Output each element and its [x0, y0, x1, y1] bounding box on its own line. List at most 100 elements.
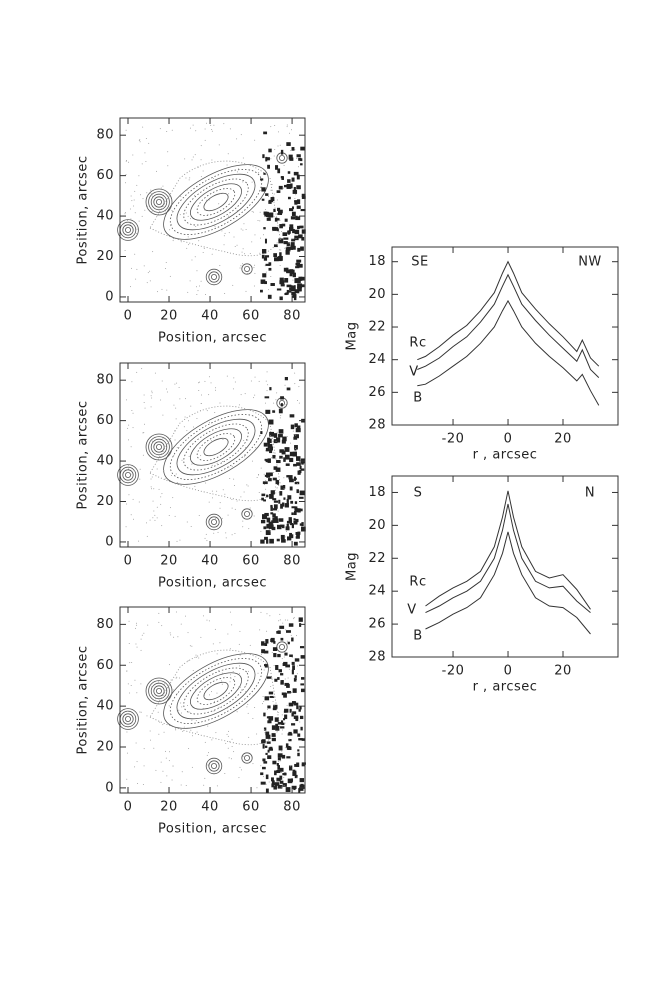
noise	[291, 512, 294, 516]
noise	[297, 752, 300, 757]
noise	[133, 713, 135, 715]
noise	[242, 520, 244, 522]
noise	[290, 288, 296, 291]
x-axis-label: r , arcsec	[473, 680, 538, 695]
contour	[125, 716, 132, 723]
noise	[229, 648, 231, 650]
noise	[234, 508, 236, 510]
noise	[128, 642, 130, 644]
noise	[202, 251, 204, 253]
chart-panel: 0 20 40 60 80 0 20 40 60 80 Position, arcsec Positi…	[76, 606, 306, 837]
noise	[172, 497, 174, 499]
noise	[262, 273, 267, 278]
noise	[143, 265, 145, 267]
noise	[128, 620, 130, 622]
noise	[278, 620, 280, 622]
noise	[185, 398, 187, 400]
noise	[283, 488, 285, 490]
y-axis-label: Mag	[345, 322, 360, 351]
noise	[262, 766, 266, 770]
noise	[128, 161, 130, 163]
noise	[281, 729, 283, 731]
noise	[166, 289, 168, 291]
contour	[278, 644, 285, 651]
noise	[162, 414, 164, 416]
noise	[220, 192, 222, 194]
noise	[222, 438, 224, 440]
noise	[276, 769, 281, 774]
y-tick-label: 20	[96, 249, 114, 264]
noise	[263, 211, 268, 215]
noise	[126, 503, 128, 505]
noise	[179, 677, 181, 679]
noise	[260, 178, 264, 181]
noise	[160, 761, 162, 763]
noise	[259, 237, 261, 239]
noise	[193, 195, 195, 197]
noise	[238, 168, 240, 170]
noise	[294, 423, 298, 428]
noise	[216, 692, 218, 694]
noise	[295, 506, 298, 509]
noise	[293, 618, 295, 620]
noise	[125, 174, 127, 176]
noise	[163, 470, 165, 472]
noise	[279, 219, 281, 221]
noise	[288, 668, 290, 670]
noise	[158, 621, 160, 623]
noise	[227, 215, 229, 217]
noise	[150, 395, 152, 397]
noise	[262, 481, 268, 485]
noise	[292, 771, 297, 776]
noise	[291, 206, 294, 210]
noise	[267, 437, 270, 443]
noise	[158, 733, 160, 735]
noise	[173, 455, 175, 457]
noise	[176, 693, 178, 695]
noise	[244, 253, 246, 255]
noise	[228, 193, 230, 195]
noise	[289, 523, 291, 525]
contour	[150, 193, 168, 211]
noise	[286, 387, 291, 391]
noise	[202, 170, 204, 172]
noise	[186, 430, 188, 432]
noise	[284, 722, 286, 724]
noise	[158, 488, 160, 490]
noise	[293, 463, 297, 467]
noise	[287, 778, 293, 784]
contour	[125, 226, 132, 233]
noise	[229, 681, 231, 683]
noise	[189, 127, 191, 129]
noise	[263, 499, 266, 502]
noise	[282, 622, 284, 624]
noise	[243, 491, 245, 493]
noise	[187, 236, 189, 238]
noise	[278, 249, 280, 251]
noise	[149, 730, 151, 732]
noise	[272, 701, 274, 703]
noise	[290, 634, 292, 636]
noise	[278, 518, 284, 522]
noise	[293, 434, 295, 436]
noise	[298, 496, 304, 499]
noise	[136, 624, 138, 626]
contour	[278, 154, 285, 161]
noise	[166, 388, 168, 390]
noise	[285, 629, 287, 631]
noise	[282, 485, 286, 489]
noise	[147, 272, 149, 274]
noise	[265, 402, 267, 404]
noise	[252, 423, 254, 425]
noise	[285, 787, 291, 792]
noise	[227, 747, 229, 749]
noise	[252, 763, 254, 765]
noise	[207, 684, 209, 686]
noise	[192, 156, 194, 158]
noise	[128, 424, 130, 426]
noise	[232, 284, 234, 286]
noise	[261, 249, 267, 254]
x-axis-label: Position, arcsec	[158, 822, 267, 837]
noise	[160, 187, 162, 189]
noise	[239, 267, 241, 269]
